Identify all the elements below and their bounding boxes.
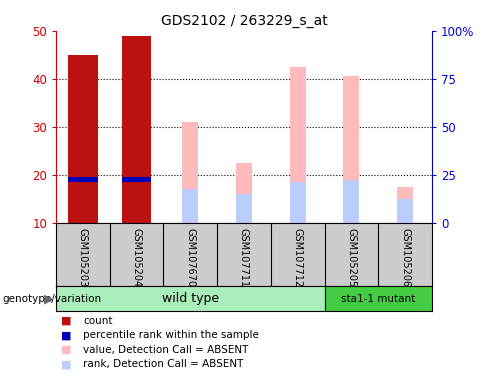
- Bar: [236, 163, 252, 223]
- Bar: [289, 67, 306, 223]
- Text: rank, Detection Call = ABSENT: rank, Detection Call = ABSENT: [83, 359, 244, 369]
- Text: GSM107711: GSM107711: [239, 228, 249, 287]
- Text: sta1-1 mutant: sta1-1 mutant: [341, 293, 415, 304]
- Bar: [397, 199, 413, 223]
- Bar: [182, 122, 199, 223]
- Bar: [122, 177, 151, 182]
- Bar: [68, 177, 98, 182]
- Text: GSM107712: GSM107712: [293, 228, 303, 287]
- Bar: [289, 182, 306, 223]
- Bar: [122, 36, 151, 223]
- Text: wild type: wild type: [162, 292, 219, 305]
- Text: GSM105204: GSM105204: [132, 228, 142, 287]
- Bar: [236, 194, 252, 223]
- Text: count: count: [83, 316, 112, 326]
- Text: ■: ■: [61, 330, 72, 340]
- Bar: [343, 76, 360, 223]
- Text: value, Detection Call = ABSENT: value, Detection Call = ABSENT: [83, 345, 248, 355]
- Text: ■: ■: [61, 316, 72, 326]
- Bar: [182, 189, 199, 223]
- Bar: [343, 180, 360, 223]
- Text: GSM105203: GSM105203: [78, 228, 88, 287]
- Text: ■: ■: [61, 359, 72, 369]
- Text: GSM105205: GSM105205: [346, 228, 356, 287]
- Text: ▶: ▶: [44, 292, 54, 305]
- Bar: [68, 55, 98, 223]
- Text: ■: ■: [61, 345, 72, 355]
- Text: genotype/variation: genotype/variation: [2, 293, 102, 304]
- Text: GSM107670: GSM107670: [185, 228, 195, 287]
- Title: GDS2102 / 263229_s_at: GDS2102 / 263229_s_at: [161, 14, 327, 28]
- Bar: [397, 187, 413, 223]
- Text: GSM105206: GSM105206: [400, 228, 410, 287]
- Text: percentile rank within the sample: percentile rank within the sample: [83, 330, 259, 340]
